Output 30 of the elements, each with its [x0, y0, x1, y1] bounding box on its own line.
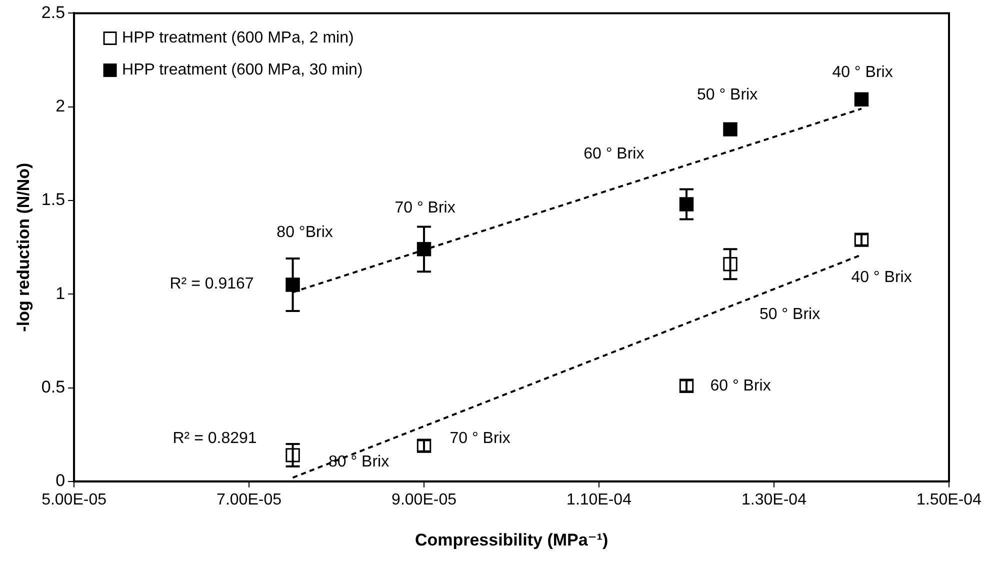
- y-tick-label: 1.5: [41, 190, 66, 210]
- annotation: 80 °Brix: [276, 224, 333, 242]
- annotation: 40 ° Brix: [851, 269, 912, 286]
- y-axis-title: -log reduction (N/No): [14, 162, 33, 332]
- y-tick-label: 0: [56, 471, 66, 490]
- x-tick-label: 7.00E-05: [216, 491, 282, 508]
- legend-label: HPP treatment (600 MPa, 30 min): [122, 62, 363, 79]
- y-tick-label: 0.5: [41, 377, 66, 396]
- annotation: R² = 0.8291: [172, 430, 257, 448]
- annotation: 70 ° Brix: [450, 430, 510, 448]
- annotation: R² = 0.9167: [170, 276, 254, 293]
- x-tick-label: 1.50E-04: [916, 491, 982, 508]
- x-tick-label: 1.30E-04: [742, 491, 807, 508]
- y-tick-label: 2: [56, 96, 66, 116]
- x-tick-label: 1.10E-04: [566, 491, 632, 508]
- x-tick-label: 9.00E-05: [392, 491, 457, 508]
- annotation: 50 ° Brix: [696, 86, 758, 104]
- point: [854, 92, 869, 106]
- point: [286, 278, 300, 292]
- annotation: 60 ° Brix: [710, 377, 771, 394]
- annotation: 60 ° Brix: [584, 146, 644, 163]
- x-tick-label: 5.00E-05: [42, 491, 107, 508]
- y-tick-label: 1: [56, 284, 66, 303]
- annotation: 50 ° Brix: [759, 306, 820, 324]
- y-tick-label: 2.5: [41, 2, 66, 22]
- point: [723, 122, 738, 136]
- annotation: 40 ° Brix: [832, 64, 893, 81]
- legend-label: HPP treatment (600 MPa, 2 min): [122, 30, 354, 47]
- annotation: 70 ° Brix: [394, 200, 456, 217]
- x-axis-title: Compressibility (MPa⁻¹): [414, 530, 608, 550]
